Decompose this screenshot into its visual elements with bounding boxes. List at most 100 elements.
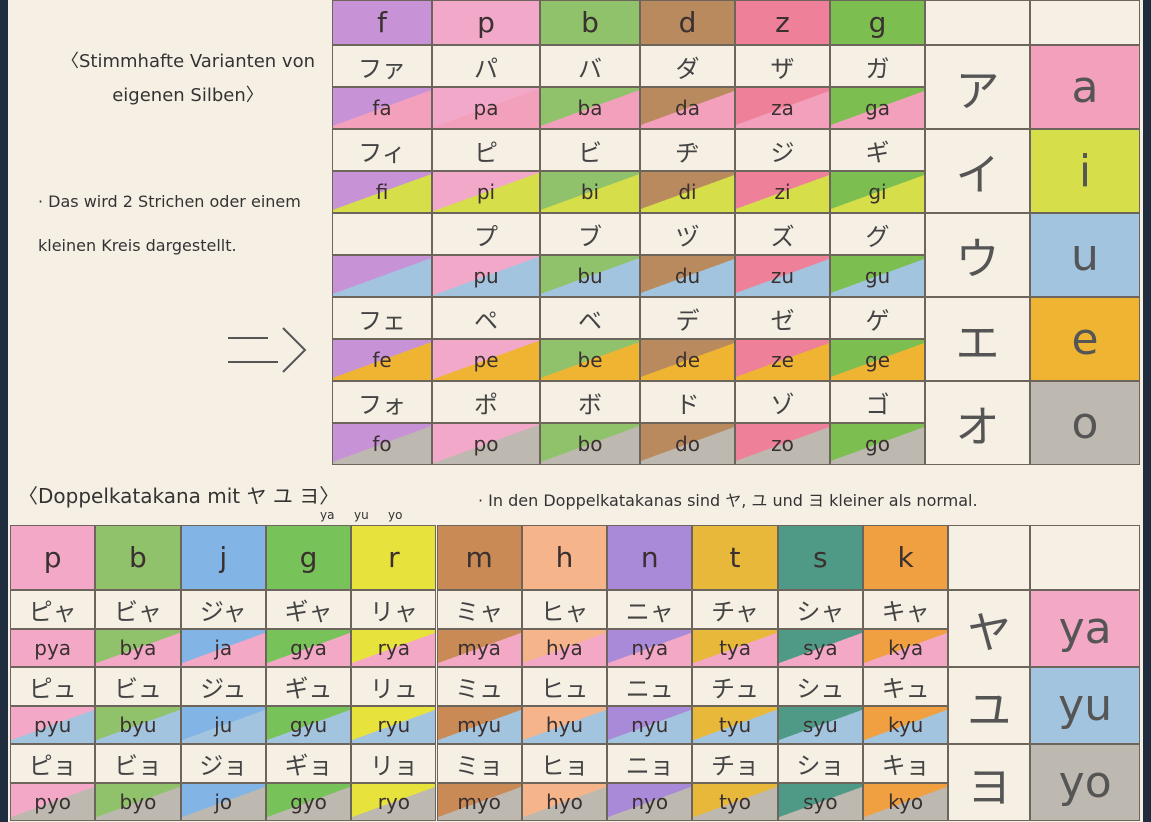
kana-cell: ゴ [830,381,925,423]
kana-cell: ギョ [265,744,352,783]
kana-cell: ヒャ [521,590,608,629]
kana-cell: ボ [540,381,640,423]
romaji-cell: pa [432,87,540,129]
kana-cell: ギャ [265,590,352,629]
kana-cell: リュ [351,667,437,706]
romaji-cell: go [830,423,925,465]
romaji-cell: pi [432,171,540,213]
kana-cell: ニャ [607,590,693,629]
bottom-note: · In den Doppelkatakanas sind ヤ, ユ und ヨ… [478,491,978,510]
kana-cell: バ [540,45,640,87]
romaji-cell: myu [436,705,522,744]
header-cell: f [332,0,432,45]
kana-cell [332,213,432,255]
kana-cell: ド [640,381,735,423]
kana-cell: キュ [863,667,949,706]
kana-cell: ギュ [265,667,352,706]
kana-cell: パ [432,45,540,87]
kana-cell: キョ [863,744,949,783]
reading: ya [320,508,335,522]
header-cell [1030,525,1140,590]
vowel-kana: エ [925,297,1030,381]
vowel-romaji: a [1030,45,1140,129]
kana-cell: ビ [540,129,640,171]
kana-cell: ピョ [10,744,96,783]
vowel-romaji: yo [1030,744,1140,821]
kana-cell: ポ [432,381,540,423]
kana-cell: フェ [332,297,432,339]
romaji-cell: nya [607,628,693,667]
kana-cell: ベ [540,297,640,339]
kana-cell: シャ [777,590,863,629]
header-cell: d [640,0,735,45]
kana-cell: ビュ [95,667,181,706]
kana-cell: リャ [351,590,437,629]
kana-cell: ギ [830,129,925,171]
kana-cell: ゲ [830,297,925,339]
kana-cell: ジョ [180,744,266,783]
kana-cell: ショ [777,744,863,783]
romaji-cell: nyo [607,782,693,821]
kana-cell: チョ [692,744,778,783]
romaji-cell: ba [540,87,640,129]
header-cell: g [265,525,352,590]
romaji-cell: fa [332,87,432,129]
romaji-cell: po [432,423,540,465]
romaji-cell: byu [95,705,181,744]
romaji-cell: bi [540,171,640,213]
kana-cell: ミャ [436,590,522,629]
kana-cell: ダ [640,45,735,87]
kana-cell: ガ [830,45,925,87]
header-cell: h [521,525,608,590]
romaji-cell: kyu [863,705,949,744]
header-cell [925,0,1030,45]
romaji-cell: tyo [692,782,778,821]
vowel-kana: ア [925,45,1030,129]
romaji-cell: fo [332,423,432,465]
kana-cell: ヅ [640,213,735,255]
header-cell: b [540,0,640,45]
romaji-cell: ze [735,339,830,381]
romaji-cell: pyo [10,782,96,821]
kana-cell: ビャ [95,590,181,629]
kana-cell: ズ [735,213,830,255]
romaji-cell: ryu [351,705,437,744]
kana-cell: ニュ [607,667,693,706]
romaji-cell: bu [540,255,640,297]
romaji-cell: pe [432,339,540,381]
arrow [228,327,307,373]
header-cell: m [436,525,522,590]
vowel-romaji: u [1030,213,1140,297]
romaji-cell: do [640,423,735,465]
romaji-cell: bo [540,423,640,465]
romaji-cell: gya [265,628,352,667]
romaji-cell: sya [777,628,863,667]
romaji-cell [332,255,432,297]
romaji-cell: du [640,255,735,297]
romaji-cell: myo [436,782,522,821]
vowel-romaji: ya [1030,590,1140,667]
kana-cell: ザ [735,45,830,87]
kana-cell: ヒュ [521,667,608,706]
vowel-kana: ユ [948,667,1031,744]
romaji-cell: hyo [521,782,608,821]
header-cell: p [432,0,540,45]
header-cell [948,525,1031,590]
romaji-cell: gyo [265,782,352,821]
vowel-kana: オ [925,381,1030,465]
romaji-cell: kya [863,628,949,667]
header-cell: b [95,525,181,590]
romaji-cell: pya [10,628,96,667]
romaji-cell: pu [432,255,540,297]
romaji-cell: gyu [265,705,352,744]
kana-cell: グ [830,213,925,255]
reading: yu [354,508,369,522]
romaji-cell: fe [332,339,432,381]
kana-cell: ヒョ [521,744,608,783]
romaji-cell: ryo [351,782,437,821]
romaji-cell: zi [735,171,830,213]
kana-cell: ミュ [436,667,522,706]
header-cell: g [830,0,925,45]
kana-cell: デ [640,297,735,339]
romaji-cell: nyu [607,705,693,744]
